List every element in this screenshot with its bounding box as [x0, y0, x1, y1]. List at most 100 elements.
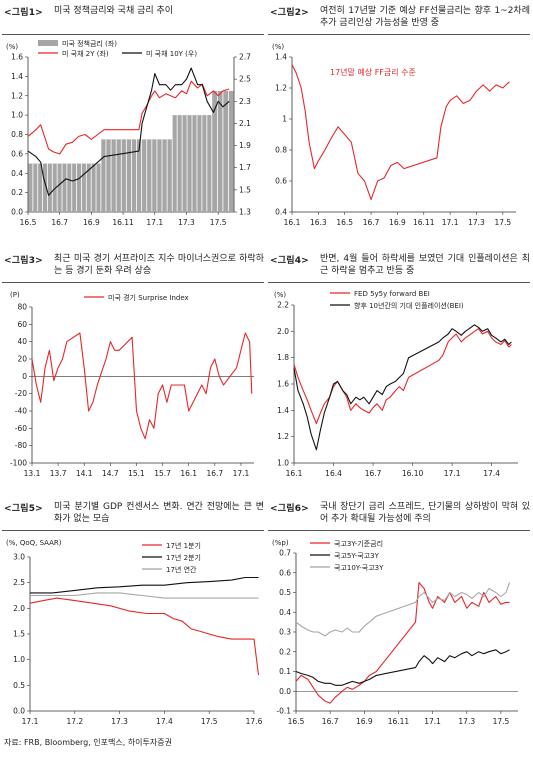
x-tick-label: 16.11 — [413, 218, 435, 227]
policy-rate-bar — [42, 163, 48, 212]
x-tick-label: 16.1 — [284, 218, 301, 227]
x-tick-label: 17.1 — [146, 218, 163, 227]
policy-rate-bar — [106, 139, 111, 212]
y-tick-label: 60 — [17, 320, 27, 329]
y-tick-label: 1.2 — [11, 91, 23, 100]
policy-rate-bar — [217, 90, 223, 212]
policy-rate-bar — [121, 139, 126, 212]
series-line — [295, 582, 511, 637]
policy-rate-bar — [33, 163, 38, 212]
axis-unit-label: (%) — [274, 291, 286, 299]
y-tick-label: 2.0 — [13, 604, 25, 613]
legend-label: 미국 정책금리 (좌) — [62, 39, 117, 48]
figure-header: <그림1> 미국 정책금리와 국채 금리 추이 — [2, 2, 264, 36]
y-tick-label: 1.6 — [11, 53, 23, 62]
policy-rate-bar — [96, 163, 101, 212]
y-tick-label: 1.0 — [11, 111, 23, 120]
y-tick-label: 0.4 — [279, 608, 291, 617]
title-divider — [2, 282, 264, 283]
policy-rate-bar — [136, 139, 142, 212]
policy-rate-bar — [116, 139, 121, 212]
x-tick-label: 16.7 — [51, 218, 68, 227]
y-tick-label: 1.4 — [275, 53, 287, 62]
x-tick-label: 13.1 — [24, 469, 41, 478]
chart-surprise-index: (P) -100 -80 -60 -40 -20 0 20 40 60 80 13.1 13.7 14.1… — [10, 291, 254, 478]
policy-rate-bar — [172, 115, 177, 212]
x-tick-label: 17.5 — [493, 717, 510, 726]
y-tick-label: 0.0 — [13, 707, 25, 716]
y-tick-label: 0.2 — [11, 188, 23, 197]
x-tick-label: 16.9 — [83, 218, 100, 227]
figure-panel-5: <그림5> 미국 분기별 GDP 컨센서스 변화. 연간 전망에는 큰 변화가 … — [2, 498, 264, 734]
policy-rate-bar — [91, 163, 96, 212]
y-tick-label: 0.7 — [279, 549, 291, 558]
policy-rate-bar — [52, 163, 57, 212]
figure-title: 국내 장단기 금리 스프레드, 단기물의 상하방이 막혀 있어 추가 확대될 가… — [320, 502, 530, 524]
series-line — [295, 649, 510, 686]
legend-label: 17년 1분기 — [166, 541, 201, 550]
y-tick-label: 80 — [17, 303, 27, 312]
legend-label: 국고5Y-국고3Y — [334, 552, 380, 560]
y-tick-label: 1.8 — [277, 353, 289, 362]
figure-header: <그림3> 최근 미국 경기 서프라이즈 지수 마이너스권으로 하락하는 등 경… — [2, 250, 264, 284]
x-tick-label: 17.5 — [210, 218, 227, 227]
y-tick-label: 0.5 — [279, 588, 291, 597]
figure-panel-3: <그림3> 최근 미국 경기 서프라이즈 지수 마이너스권으로 하락하는 등 경… — [2, 250, 264, 490]
x-tick-label: 17.3 — [458, 717, 475, 726]
figure-header: <그림2> 여전히 17년말 기준 예상 FF선물금리는 향후 1~2차례 추가… — [268, 2, 530, 36]
x-tick-label: 16.5 — [20, 218, 37, 227]
series-line — [295, 582, 510, 704]
x-tick-label: 17.1 — [22, 717, 39, 726]
policy-rate-bar — [177, 115, 182, 212]
figure-title: 미국 분기별 GDP 컨센서스 변화. 연간 전망에는 큰 변화가 없는 모습 — [54, 502, 264, 524]
x-tick-label: 14.7 — [102, 469, 119, 478]
y-tick-label: 0.5 — [13, 681, 25, 690]
x-tick-label: 17.3 — [178, 218, 195, 227]
figure-header: <그림6> 국내 장단기 금리 스프레드, 단기물의 상하방이 막혀 있어 추가… — [268, 498, 530, 532]
policy-rate-bar — [67, 163, 72, 212]
figure-label: <그림1> — [4, 8, 43, 18]
policy-rate-bar — [147, 139, 152, 212]
y-tick-label: 0 — [22, 372, 27, 381]
series-line — [291, 64, 510, 201]
chart-policy-rate-treasury: (%) 0.0 0.2 0.4 0.6 0.8 1.0 1.2 1.4 1.6 1.3 1.5 1.7 1… — [6, 39, 251, 227]
y-tick-label: 0.8 — [275, 146, 287, 155]
y-tick-label: 0.4 — [275, 208, 287, 217]
figure-header: <그림5> 미국 분기별 GDP 컨센서스 변화. 연간 전망에는 큰 변화가 … — [2, 498, 264, 532]
x-tick-label: 16.7 — [365, 469, 382, 478]
legend-label: 17년 2분기 — [166, 553, 201, 562]
y-tick-label: 2.5 — [13, 578, 25, 587]
y-tick-label: 1.0 — [13, 655, 25, 664]
chart-kr-spreads: (%p) -0.1 0.0 0.1 0.2 0.3 0.4 0.5 0.6 0.7 16.5 16.7… — [272, 539, 518, 726]
policy-rate-bar — [101, 139, 106, 212]
x-tick-label: 17.4 — [483, 469, 500, 478]
policy-rate-bar — [57, 163, 62, 212]
figure-title: 여전히 17년말 기준 예상 FF선물금리는 향후 1~2차례 추가 금리인상 … — [320, 6, 530, 28]
y-tick-label: 0.1 — [279, 667, 291, 676]
legend-label: FED 5y5y forward BEI — [354, 290, 430, 298]
series-line — [293, 328, 512, 425]
policy-rate-bar — [47, 163, 52, 212]
chart-ff-futures: (%) 0.4 0.6 0.8 1 1.2 1.4 16.1 16.3 16.5 16.7 16.9 1… — [272, 43, 516, 227]
policy-rate-bar — [162, 139, 167, 212]
x-tick-label: 17.6 — [246, 717, 263, 726]
figure-title: 최근 미국 경기 서프라이즈 지수 마이너스권으로 하락하는 등 경기 둔화 우… — [54, 254, 264, 276]
policy-rate-bar — [131, 139, 137, 212]
policy-rate-bar — [38, 163, 43, 212]
x-tick-label: 17.5 — [494, 218, 511, 227]
source-note: 자료: FRB, Bloomberg, 인포맥스, 하이투자증권 — [4, 738, 172, 747]
title-divider — [268, 282, 530, 283]
title-divider — [268, 530, 530, 531]
x-tick-label: 15.1 — [128, 469, 145, 478]
x-tick-label: 16.11 — [388, 717, 410, 726]
x-tick-label: 16.7 — [206, 469, 223, 478]
policy-rate-bar — [202, 115, 207, 212]
axis-unit-label: (P) — [10, 291, 20, 299]
policy-rate-bar — [81, 163, 86, 212]
chart-gdp-consensus: (%, QoQ, SAAR) 0.0 0.5 1.0 1.5 2.0 2.5 3.0 17.1 1… — [6, 539, 263, 726]
x-tick-label: 16.5 — [288, 717, 305, 726]
legend-label: 미국 경기 Surprise Index — [108, 293, 189, 302]
y-tick-label: 0.2 — [279, 647, 291, 656]
x-tick-label: 16.7 — [322, 717, 339, 726]
y-right-tick-label: 1.3 — [239, 208, 251, 217]
